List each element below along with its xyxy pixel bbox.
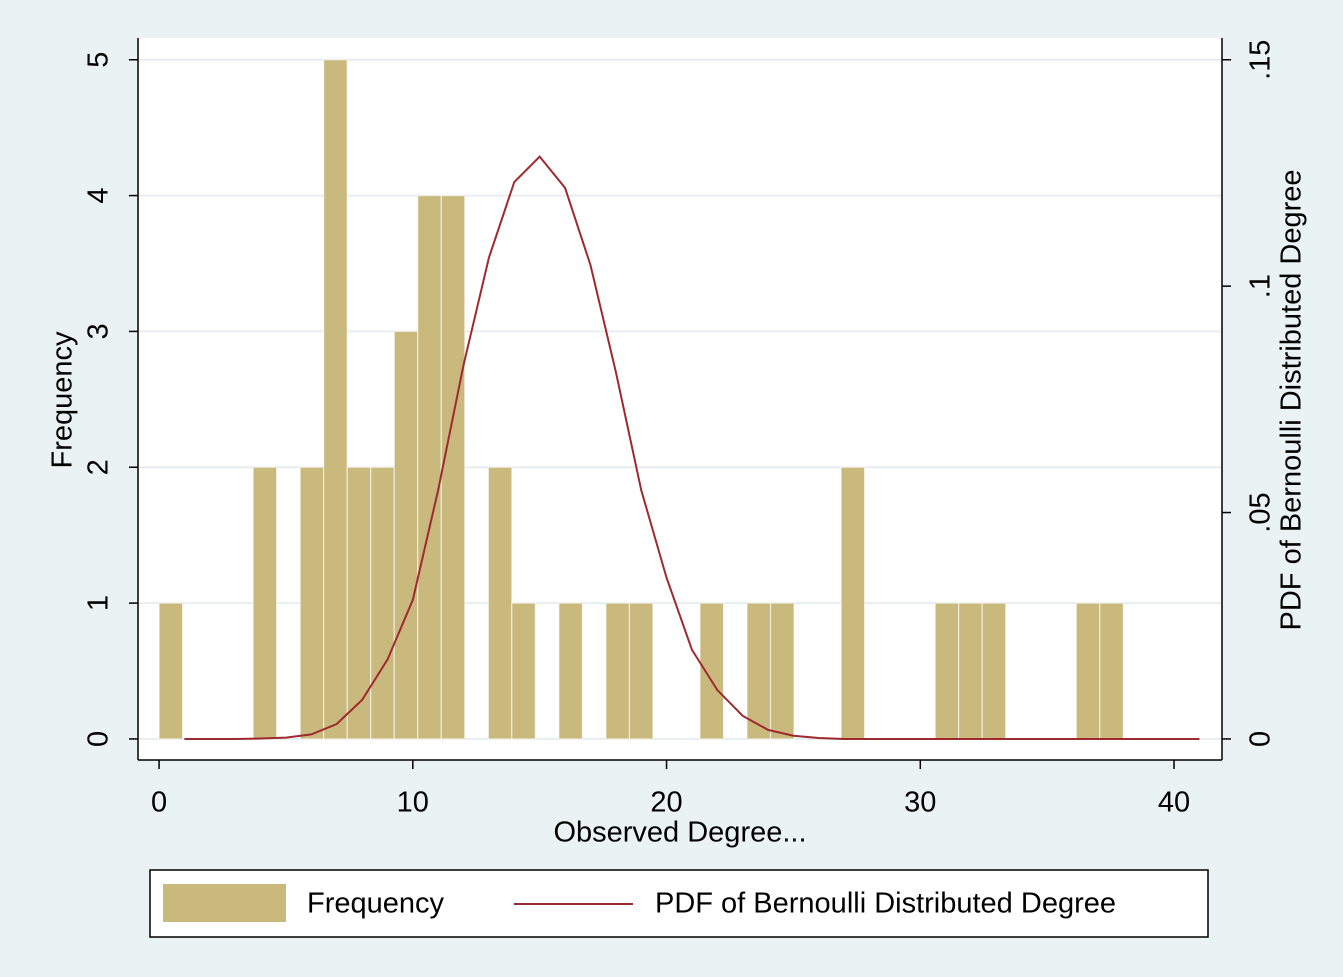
y-tick-label: 3	[83, 323, 115, 339]
histogram-bar	[769, 602, 795, 740]
x-tick-label: 10	[397, 787, 429, 819]
histogram-bar	[699, 602, 725, 740]
y-tick-label: 1	[83, 595, 115, 611]
y-tick-label: 5	[83, 52, 115, 68]
pdf-line	[184, 155, 1200, 740]
histogram-bar	[487, 466, 513, 740]
y2-tick-label: 0	[1245, 731, 1277, 747]
y-tick-label: 0	[83, 731, 115, 747]
histogram-bar	[1075, 602, 1101, 740]
x-tick-label: 20	[650, 787, 682, 819]
histogram-bar	[417, 194, 442, 740]
histogram-bar	[934, 602, 960, 740]
y-tick-label: 4	[83, 188, 115, 204]
legend	[149, 869, 1209, 938]
histogram-bar	[981, 602, 1007, 740]
histogram-bar	[440, 194, 466, 740]
histogram-bar	[746, 602, 772, 740]
histogram-bar	[370, 466, 395, 740]
histogram-bar	[840, 466, 866, 740]
y2-tick-label: .15	[1245, 40, 1277, 80]
histogram-bar	[958, 602, 983, 740]
y2-tick-label: .05	[1245, 492, 1277, 532]
histogram-bar	[323, 59, 348, 740]
histogram-bar	[628, 602, 654, 740]
y-axis-title: Frequency	[47, 331, 79, 469]
legend-label: Frequency	[307, 888, 445, 920]
histogram-bar	[605, 602, 631, 740]
histogram-bar	[252, 466, 278, 740]
y-tick-label: 2	[83, 459, 115, 475]
y2-tick-label: .1	[1245, 274, 1277, 298]
x-tick-label: 40	[1158, 787, 1190, 819]
histogram-bar	[393, 330, 419, 740]
histogram-bar	[299, 466, 325, 740]
histogram-bar	[558, 602, 583, 740]
legend-label: PDF of Bernoulli Distributed Degree	[655, 888, 1116, 920]
histogram-bar	[1099, 602, 1124, 740]
x-axis-title: Observed Degree...	[553, 817, 806, 849]
legend-swatch	[163, 884, 286, 922]
histogram-bar	[511, 602, 536, 740]
x-tick-label: 0	[151, 787, 167, 819]
histogram-bar	[346, 466, 372, 740]
x-tick-label: 30	[904, 787, 936, 819]
histogram-bar	[158, 602, 184, 740]
y2-axis-title: PDF of Bernoulli Distributed Degree	[1276, 170, 1308, 631]
